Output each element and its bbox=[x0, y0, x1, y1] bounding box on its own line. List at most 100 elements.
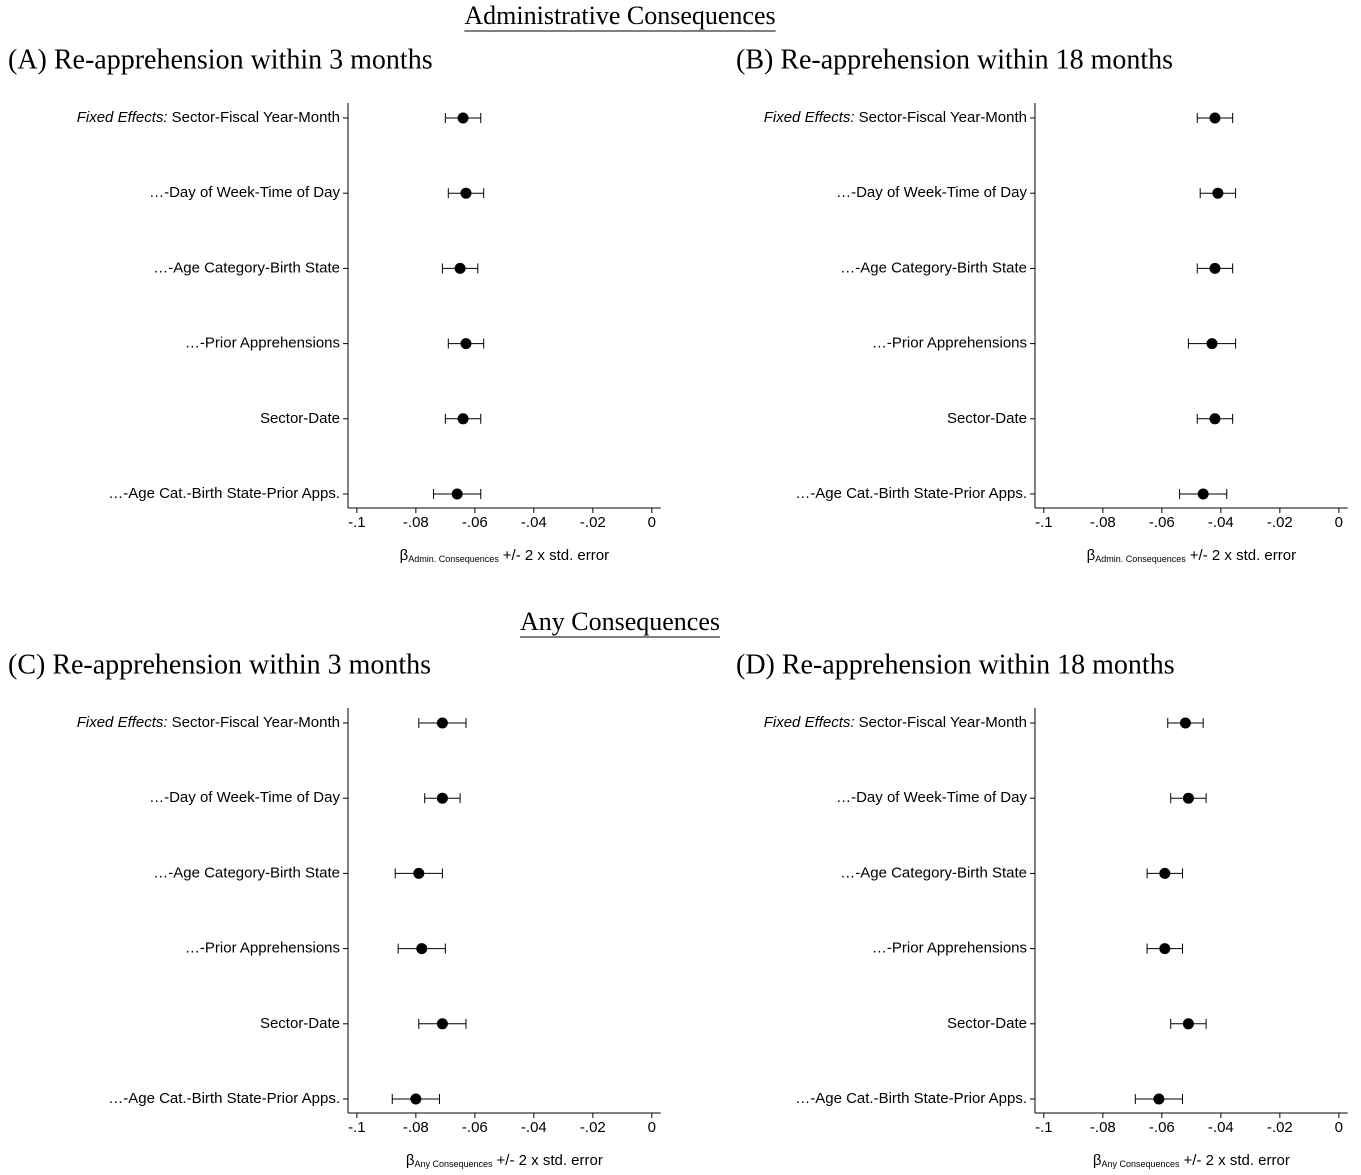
x-label-text: +/- 2 x std. error bbox=[497, 1152, 603, 1169]
category-label: Sector-Date bbox=[260, 410, 340, 427]
point bbox=[1206, 338, 1218, 350]
x-tick-label: -.04 bbox=[521, 514, 547, 531]
category-label: Sector-Fiscal Year-Month bbox=[172, 714, 340, 731]
category-label: …-Age Cat.-Birth State-Prior Apps. bbox=[795, 485, 1027, 502]
x-label-text: +/- 2 x std. error bbox=[503, 547, 609, 564]
category-label: Sector-Date bbox=[260, 1015, 340, 1032]
category-prefix: Fixed Effects: bbox=[764, 714, 855, 731]
section-heading: Administrative Consequences bbox=[464, 1, 775, 30]
x-tick-label: -.1 bbox=[348, 514, 366, 531]
category-label: Sector-Date bbox=[947, 1015, 1027, 1032]
y-tick-label: …-Age Cat.-Birth State-Prior Apps. bbox=[108, 485, 340, 502]
category-label: …-Day of Week-Time of Day bbox=[149, 184, 340, 201]
y-tick-label: …-Age Category-Birth State bbox=[153, 259, 340, 276]
x-label-subscript: Admin. Consequences bbox=[408, 554, 499, 564]
category-label: …-Day of Week-Time of Day bbox=[836, 789, 1027, 806]
y-tick-label: …-Prior Apprehensions bbox=[185, 940, 340, 957]
x-axis-label: βAny Consequences +/- 2 x std. error bbox=[1093, 1152, 1290, 1169]
category-prefix: Fixed Effects: bbox=[77, 714, 168, 731]
x-tick-label: -.04 bbox=[521, 1119, 547, 1136]
x-tick-label: -.1 bbox=[348, 1119, 366, 1136]
y-tick-label: …-Age Cat.-Birth State-Prior Apps. bbox=[795, 485, 1027, 502]
point bbox=[1197, 488, 1209, 500]
category-label: Sector-Fiscal Year-Month bbox=[859, 109, 1027, 126]
category-prefix: Fixed Effects: bbox=[764, 109, 855, 126]
point bbox=[454, 262, 466, 274]
x-tick-label: -.04 bbox=[1208, 514, 1234, 531]
point bbox=[1212, 187, 1224, 199]
x-tick-label: -.1 bbox=[1035, 1119, 1053, 1136]
y-tick-label: …-Prior Apprehensions bbox=[872, 335, 1027, 352]
x-tick-label: -.04 bbox=[1208, 1119, 1234, 1136]
category-label: …-Prior Apprehensions bbox=[185, 940, 340, 957]
point bbox=[1159, 943, 1171, 955]
x-label-symbol: β bbox=[400, 547, 409, 564]
category-label: …-Age Category-Birth State bbox=[153, 864, 340, 881]
category-label: …-Age Cat.-Birth State-Prior Apps. bbox=[108, 1090, 340, 1107]
x-tick-label: -.02 bbox=[580, 514, 606, 531]
point bbox=[1179, 717, 1191, 729]
x-axis-label: βAdmin. Consequences +/- 2 x std. error bbox=[400, 547, 609, 564]
category-label: …-Age Category-Birth State bbox=[840, 864, 1027, 881]
point bbox=[413, 867, 425, 879]
x-tick-label: 0 bbox=[1335, 514, 1343, 531]
point bbox=[436, 717, 448, 729]
y-tick-label: Fixed Effects: Sector-Fiscal Year-Month bbox=[764, 714, 1027, 731]
point bbox=[1182, 792, 1194, 804]
y-tick-label: …-Day of Week-Time of Day bbox=[149, 184, 340, 201]
point bbox=[457, 413, 469, 425]
x-tick-label: -.08 bbox=[403, 1119, 429, 1136]
x-tick-label: 0 bbox=[648, 514, 656, 531]
category-label: …-Age Cat.-Birth State-Prior Apps. bbox=[108, 485, 340, 502]
panel-title: (A) Re-apprehension within 3 months bbox=[8, 44, 433, 75]
panel-title: (D) Re-apprehension within 18 months bbox=[736, 649, 1175, 680]
x-label-text: +/- 2 x std. error bbox=[1184, 1152, 1290, 1169]
y-tick-label: …-Age Category-Birth State bbox=[840, 864, 1027, 881]
x-tick-label: -.08 bbox=[1090, 1119, 1116, 1136]
point bbox=[1182, 1018, 1194, 1030]
category-label: Sector-Date bbox=[947, 410, 1027, 427]
x-label-text: +/- 2 x std. error bbox=[1190, 547, 1296, 564]
section-heading: Any Consequences bbox=[520, 607, 720, 636]
point bbox=[457, 112, 469, 124]
x-label-subscript: Any Consequences bbox=[1101, 1159, 1180, 1169]
point bbox=[436, 1018, 448, 1030]
x-tick-label: -.08 bbox=[403, 514, 429, 531]
y-tick-label: …-Prior Apprehensions bbox=[185, 335, 340, 352]
category-label: …-Age Cat.-Birth State-Prior Apps. bbox=[795, 1090, 1027, 1107]
x-axis-label: βAdmin. Consequences +/- 2 x std. error bbox=[1087, 547, 1297, 564]
category-label: Sector-Fiscal Year-Month bbox=[859, 714, 1027, 731]
point bbox=[1159, 867, 1171, 879]
category-prefix: Fixed Effects: bbox=[77, 109, 168, 126]
category-label: …-Prior Apprehensions bbox=[185, 335, 340, 352]
panel-title: (B) Re-apprehension within 18 months bbox=[736, 44, 1173, 75]
category-label: …-Prior Apprehensions bbox=[872, 940, 1027, 957]
y-tick-label: …-Prior Apprehensions bbox=[872, 940, 1027, 957]
x-tick-label: -.1 bbox=[1035, 514, 1053, 531]
x-tick-label: -.06 bbox=[462, 514, 488, 531]
x-axis-label: βAny Consequences +/- 2 x std. error bbox=[406, 1152, 603, 1169]
category-label: …-Age Category-Birth State bbox=[840, 259, 1027, 276]
point bbox=[1209, 112, 1221, 124]
category-label: …-Prior Apprehensions bbox=[872, 335, 1027, 352]
y-tick-label: …-Age Cat.-Birth State-Prior Apps. bbox=[795, 1090, 1027, 1107]
point bbox=[1209, 413, 1221, 425]
category-label: …-Day of Week-Time of Day bbox=[149, 789, 340, 806]
y-tick-label: …-Day of Week-Time of Day bbox=[836, 789, 1027, 806]
y-tick-label: …-Age Category-Birth State bbox=[153, 864, 340, 881]
point bbox=[460, 338, 472, 350]
x-label-symbol: β bbox=[1093, 1152, 1102, 1169]
y-tick-label: Sector-Date bbox=[260, 410, 340, 427]
point bbox=[436, 792, 448, 804]
category-label: Sector-Fiscal Year-Month bbox=[172, 109, 340, 126]
y-tick-label: Fixed Effects: Sector-Fiscal Year-Month bbox=[77, 714, 340, 731]
y-tick-label: Sector-Date bbox=[260, 1015, 340, 1032]
point bbox=[460, 187, 472, 199]
x-label-subscript: Any Consequences bbox=[414, 1159, 493, 1169]
x-tick-label: -.06 bbox=[462, 1119, 488, 1136]
x-tick-label: -.02 bbox=[580, 1119, 606, 1136]
y-tick-label: Sector-Date bbox=[947, 1015, 1027, 1032]
category-label: …-Day of Week-Time of Day bbox=[836, 184, 1027, 201]
x-label-symbol: β bbox=[406, 1152, 415, 1169]
point bbox=[1153, 1093, 1165, 1105]
